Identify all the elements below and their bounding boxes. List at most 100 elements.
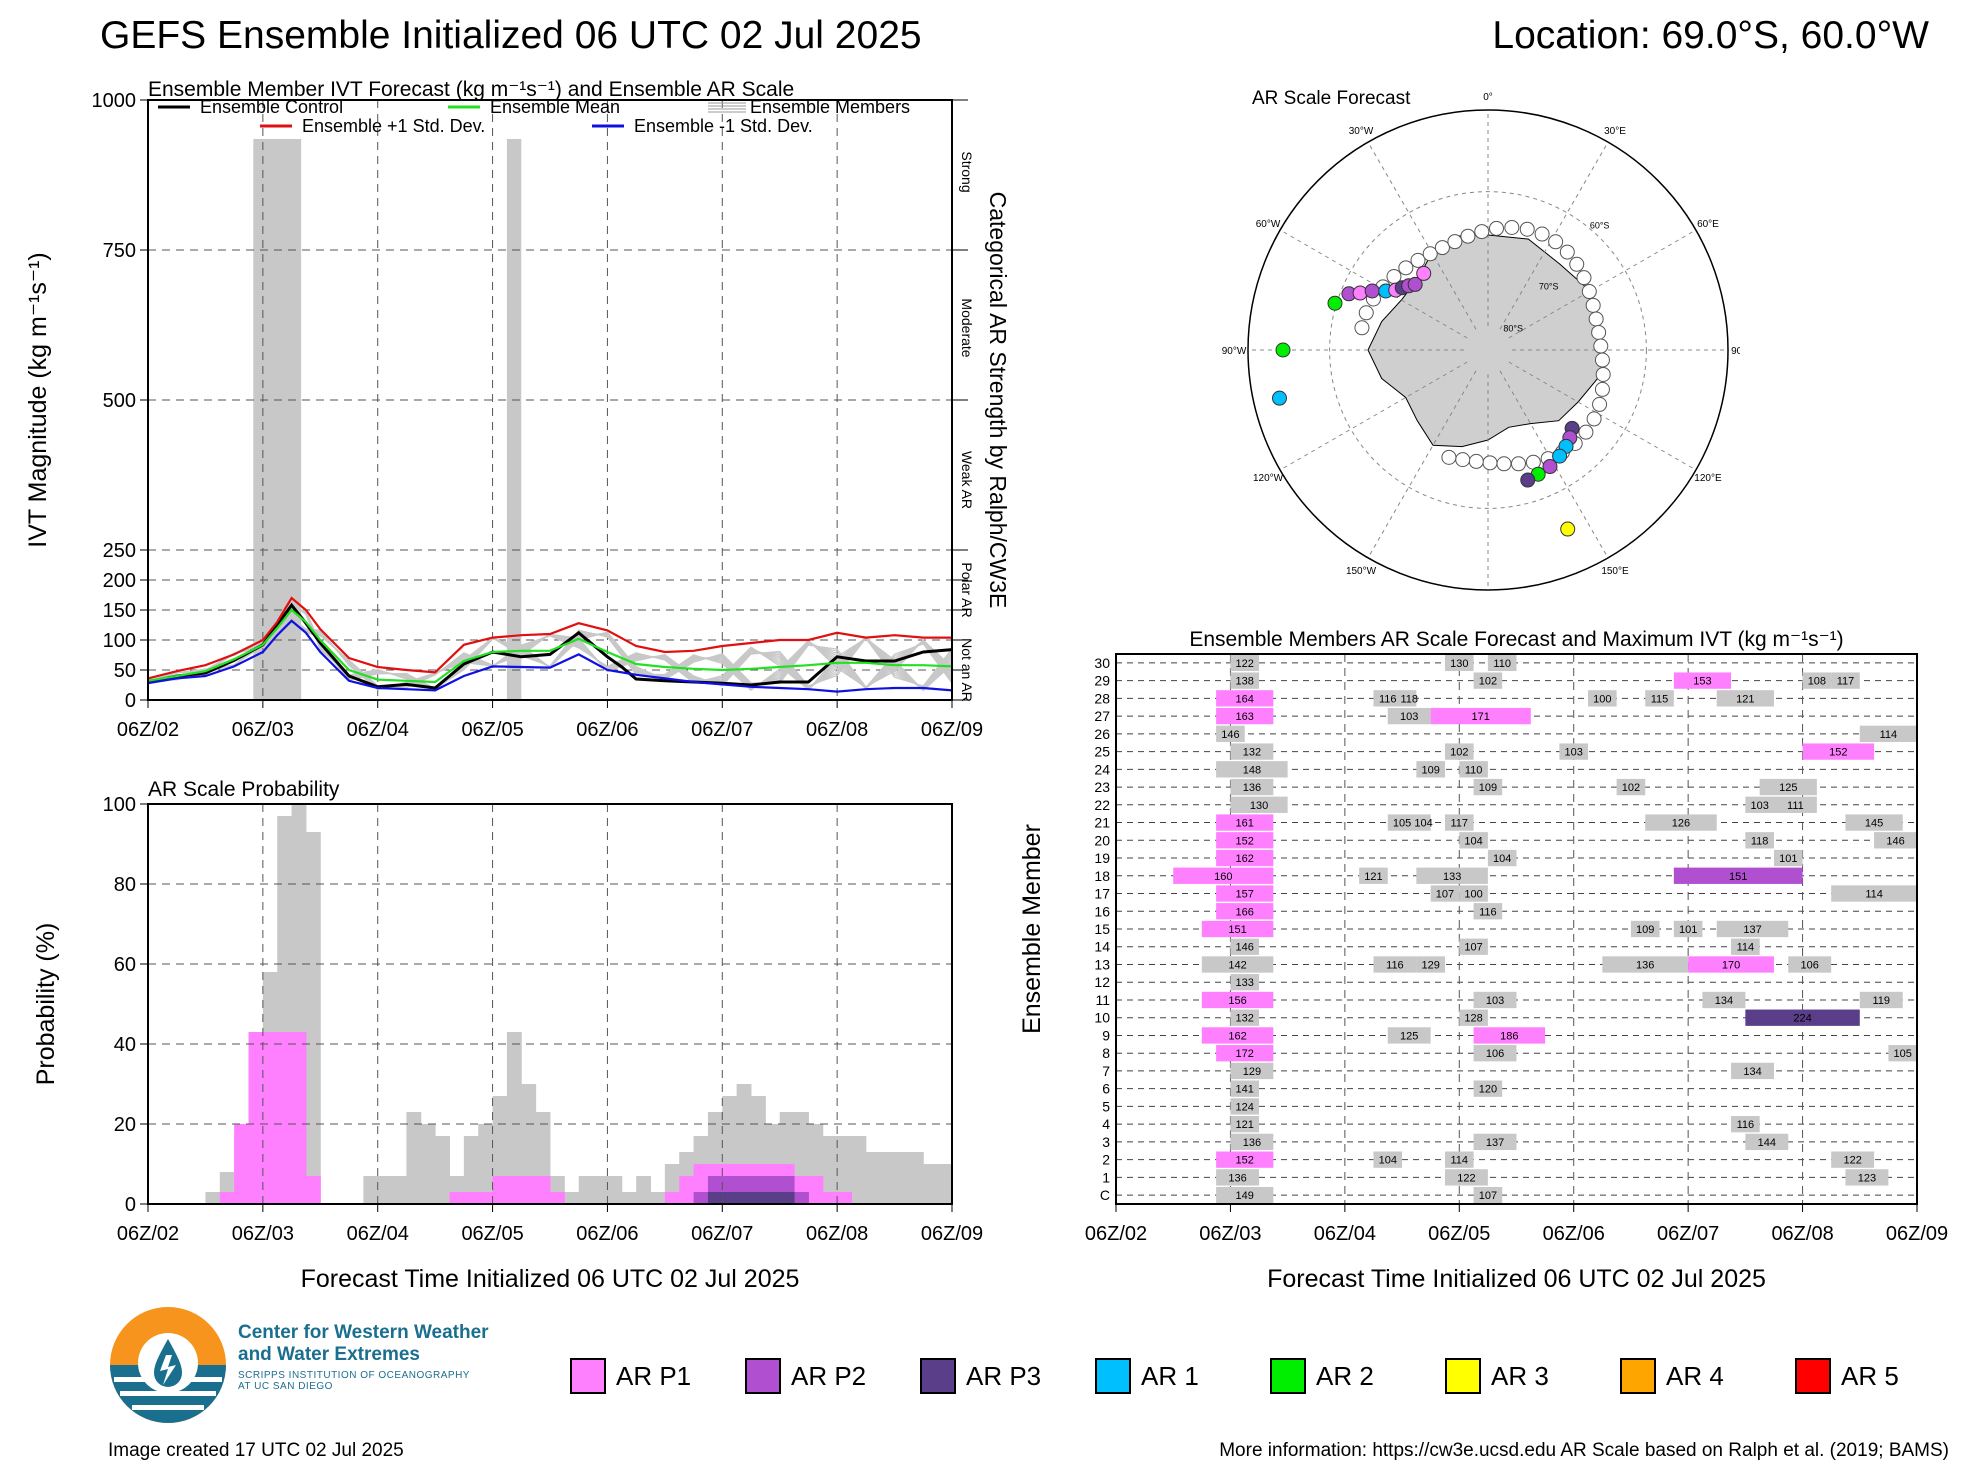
member-label: 13 xyxy=(1094,956,1110,972)
member-ar-event xyxy=(1473,672,1503,689)
member-ar-event xyxy=(1430,885,1460,902)
logo-text: Center for Western Weather and Water Ext… xyxy=(238,1322,489,1392)
event-max-ivt: 152 xyxy=(1236,1155,1254,1167)
forecast-position-marker xyxy=(1592,396,1608,412)
event-max-ivt: 110 xyxy=(1465,764,1483,776)
event-max-ivt: 136 xyxy=(1228,1172,1246,1184)
forecast-position-marker xyxy=(1410,252,1426,268)
event-max-ivt: 116 xyxy=(1379,693,1397,705)
member-ar-event xyxy=(1645,814,1717,831)
member-label: 5 xyxy=(1102,1098,1110,1114)
member-ar-event xyxy=(1230,743,1274,760)
prob-bar xyxy=(707,1192,723,1204)
member-ar-event xyxy=(1216,725,1245,742)
lat-label: 60°S xyxy=(1590,221,1610,231)
y-tick-label: 80 xyxy=(114,874,136,896)
lon-label: 60°W xyxy=(1256,219,1281,230)
member-ar-event xyxy=(1559,743,1589,760)
x-tick-label: 06Z/09 xyxy=(921,719,983,741)
x-tick-label: 06Z/06 xyxy=(576,719,638,741)
event-max-ivt: 130 xyxy=(1450,658,1468,670)
member-ar-event xyxy=(1230,1133,1274,1151)
event-max-ivt: 116 xyxy=(1479,906,1497,918)
event-max-ivt: 102 xyxy=(1479,676,1497,688)
x-tick-label: 06Z/03 xyxy=(232,1223,294,1245)
prob-bar xyxy=(621,1192,637,1204)
member-ar-event xyxy=(1444,814,1474,831)
member-ar-event xyxy=(1402,690,1417,707)
member-ar-event xyxy=(1216,1169,1260,1186)
prob-bar xyxy=(894,1152,910,1204)
event-max-ivt: 137 xyxy=(1486,1137,1504,1149)
member-label: 14 xyxy=(1094,939,1110,955)
forecast-position-marker xyxy=(1595,366,1611,382)
meridian-line xyxy=(1499,370,1609,559)
event-max-ivt: 152 xyxy=(1829,747,1847,759)
event-max-ivt: 149 xyxy=(1236,1190,1254,1202)
forecast-position-marker xyxy=(1398,260,1414,276)
member-label: 8 xyxy=(1102,1045,1110,1061)
member-label: 10 xyxy=(1094,1010,1110,1026)
legend-swatch xyxy=(1095,1358,1131,1394)
member-ar-event xyxy=(1216,1186,1274,1204)
member-label: 25 xyxy=(1094,744,1110,760)
y-tick-label: 20 xyxy=(114,1114,136,1136)
member-label: 1 xyxy=(1102,1169,1110,1185)
event-max-ivt: 114 xyxy=(1451,1155,1469,1167)
member-ar-event xyxy=(1473,1186,1503,1204)
created-timestamp: Image created 17 UTC 02 Jul 2025 xyxy=(108,1440,404,1461)
legend-item: AR 4 xyxy=(1620,1358,1724,1394)
member-ar-event xyxy=(1645,690,1674,707)
member-label: 23 xyxy=(1094,779,1110,795)
member-ar-event xyxy=(1588,690,1617,707)
forecast-position-marker xyxy=(1559,244,1575,260)
event-max-ivt: 104 xyxy=(1379,1155,1397,1167)
prob-bar xyxy=(736,1192,752,1204)
forecast-position-marker xyxy=(1474,224,1490,240)
forecast-position-marker xyxy=(1354,320,1370,336)
x-tick-label: 06Z/07 xyxy=(1657,1223,1719,1245)
y-tick-label: 40 xyxy=(114,1034,136,1056)
ar-marker xyxy=(1520,472,1536,488)
legend-item: AR 5 xyxy=(1795,1358,1899,1394)
member-ar-event xyxy=(1459,885,1488,902)
event-max-ivt: 156 xyxy=(1228,995,1246,1007)
event-max-ivt: 123 xyxy=(1858,1172,1876,1184)
member-ar-event xyxy=(1216,1151,1274,1168)
right-axis-label: Categorical AR Strength by Ralph/CW3E xyxy=(985,192,1011,609)
event-max-ivt: 136 xyxy=(1243,782,1261,794)
event-max-ivt: 105 xyxy=(1894,1048,1912,1060)
legend-swatch xyxy=(1795,1358,1831,1394)
y-tick-label: 750 xyxy=(103,240,136,262)
series-line-0 xyxy=(147,602,953,690)
forecast-position-marker xyxy=(1593,338,1609,354)
member-ar-event xyxy=(1216,690,1274,707)
event-max-ivt: 103 xyxy=(1486,995,1504,1007)
member-label: 3 xyxy=(1102,1134,1110,1150)
member-ar-event xyxy=(1859,725,1917,742)
event-max-ivt: 157 xyxy=(1236,889,1254,901)
legend-label: Ensemble -1 Std. Dev. xyxy=(634,116,813,136)
legend-swatch xyxy=(745,1358,781,1394)
event-max-ivt: 134 xyxy=(1743,1066,1761,1078)
prob-bar xyxy=(449,1192,465,1204)
y-tick-label: 150 xyxy=(103,600,136,622)
forecast-position-marker xyxy=(1489,220,1505,236)
member-ar-event xyxy=(1845,814,1903,831)
event-max-ivt: 103 xyxy=(1565,747,1583,759)
member-label: C xyxy=(1100,1187,1110,1203)
member-label: 9 xyxy=(1102,1027,1110,1043)
member-label: 6 xyxy=(1102,1081,1110,1097)
member-ar-event xyxy=(1731,938,1760,955)
ar-marker xyxy=(1275,342,1291,358)
member-label: 18 xyxy=(1094,868,1110,884)
member-ar-event xyxy=(1230,1098,1260,1115)
member-ar-event xyxy=(1230,778,1274,796)
y-axis-label: Probability (%) xyxy=(32,923,60,1086)
member-label: 28 xyxy=(1094,690,1110,706)
event-max-ivt: 125 xyxy=(1400,1030,1418,1042)
member-ar-event xyxy=(1845,1169,1889,1186)
x-tick-label: 06Z/08 xyxy=(1771,1223,1833,1245)
member-ar-event xyxy=(1201,920,1274,938)
event-max-ivt: 101 xyxy=(1779,853,1797,865)
